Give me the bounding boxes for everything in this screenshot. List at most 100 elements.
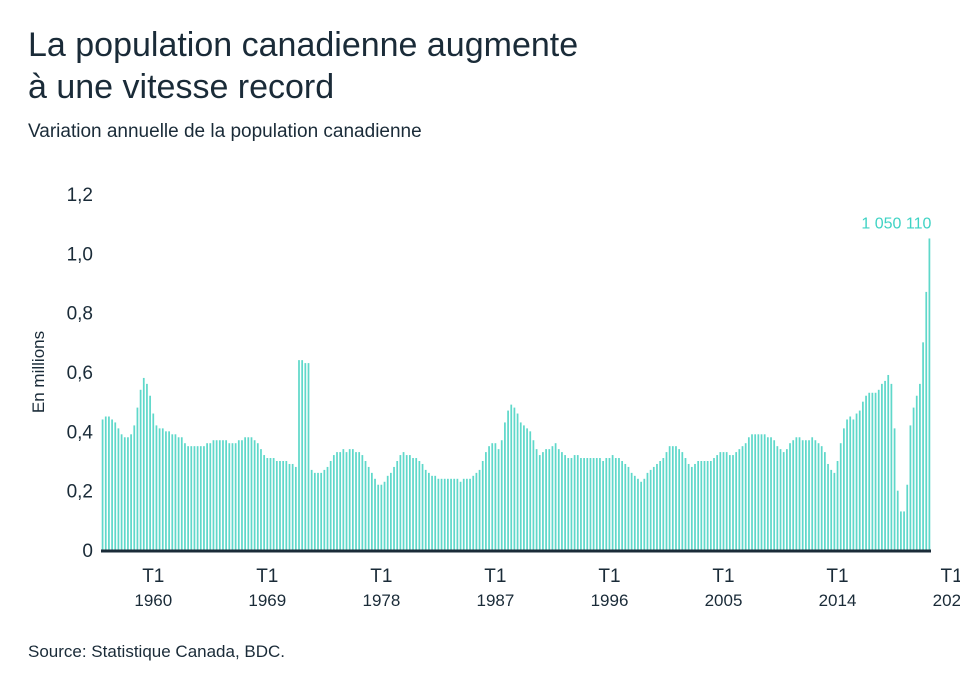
bar: [548, 449, 551, 550]
bar: [326, 466, 329, 550]
bar: [922, 342, 924, 550]
bar: [580, 458, 582, 550]
x-tick-quarter-label: T1: [712, 566, 734, 587]
bar: [266, 458, 269, 550]
bar: [700, 461, 703, 550]
x-axis-ticks: T1 1960 T1 1969 T1 1978 T1 1987 T1 1996 T1 2005 T1 20…: [134, 566, 960, 610]
bar: [542, 452, 544, 550]
bar: [820, 446, 823, 550]
bar: [247, 437, 250, 550]
bar: [561, 452, 563, 550]
bar: [747, 437, 750, 550]
bar: [773, 440, 776, 550]
bar: [437, 478, 440, 550]
chart-title-line-2: à une vitesse record: [28, 68, 335, 106]
bar: [510, 404, 513, 550]
bar: [158, 428, 161, 550]
bar: [377, 484, 380, 550]
bar: [646, 472, 649, 550]
bar: [519, 422, 522, 550]
bar: [919, 383, 921, 550]
bar: [630, 472, 633, 550]
bar: [668, 446, 671, 550]
y-tick-label: 1,0: [67, 244, 93, 265]
chart-title: La population canadienne augmente à une …: [28, 24, 928, 108]
bar: [491, 443, 494, 550]
bar: [171, 434, 174, 550]
bar: [611, 455, 614, 550]
bar: [184, 443, 186, 550]
bar: [104, 416, 107, 550]
bar: [114, 422, 117, 550]
bar: [678, 449, 681, 550]
bar: [570, 458, 573, 550]
y-tick-label: 0: [82, 541, 93, 562]
bar: [139, 389, 142, 550]
bar: [671, 446, 674, 550]
y-tick-label: 0,2: [67, 482, 93, 503]
bar: [757, 434, 760, 550]
bar: [643, 478, 646, 550]
bar: [836, 461, 839, 550]
bar: [605, 458, 608, 550]
bar: [393, 466, 395, 550]
bar: [887, 374, 890, 550]
y-axis-label: En millions: [29, 331, 48, 413]
bar: [190, 446, 193, 550]
bar: [862, 401, 864, 550]
bar: [659, 461, 662, 550]
bar: [808, 440, 810, 550]
bar: [345, 452, 348, 550]
bar: [218, 440, 221, 550]
bar: [472, 475, 475, 550]
bar: [637, 478, 639, 550]
bar: [814, 440, 817, 550]
bar: [535, 449, 538, 550]
bar: [529, 431, 532, 550]
bar: [209, 443, 212, 550]
bar: [713, 458, 715, 550]
bar: [443, 478, 446, 550]
bar: [846, 419, 848, 550]
bar: [370, 472, 373, 550]
bar: [279, 461, 281, 550]
y-tick-label: 0,4: [67, 422, 94, 443]
bar: [925, 291, 928, 550]
bar: [789, 443, 791, 550]
bar: [165, 431, 167, 550]
bar: [687, 463, 690, 550]
x-tick-quarter-label: T1: [598, 566, 620, 587]
bar: [329, 461, 332, 550]
x-tick-year-label: 2005: [705, 591, 743, 610]
bar: [763, 434, 766, 550]
bar: [621, 461, 623, 550]
bar: [770, 437, 772, 550]
bar: [237, 440, 240, 550]
bar: [241, 440, 243, 550]
bar: [428, 472, 430, 550]
bar: [824, 452, 826, 550]
bar: [155, 425, 158, 550]
bar: [557, 449, 560, 550]
bar: [456, 478, 459, 550]
bar: [754, 434, 757, 550]
bar: [409, 455, 411, 550]
bar: [728, 455, 731, 550]
bar: [497, 449, 500, 550]
bar: [431, 475, 433, 550]
bar: [703, 461, 706, 550]
bar: [900, 511, 902, 550]
bar: [884, 380, 886, 550]
bar: [396, 461, 399, 550]
bar: [199, 446, 202, 550]
bar: [339, 452, 342, 550]
bar: [738, 449, 741, 550]
bar: [412, 458, 414, 550]
bar: [440, 478, 443, 550]
bar: [507, 410, 509, 550]
bar: [649, 469, 652, 550]
bar: [843, 428, 845, 550]
bar: [282, 461, 285, 550]
bar: [231, 443, 234, 550]
bar: [640, 481, 642, 550]
